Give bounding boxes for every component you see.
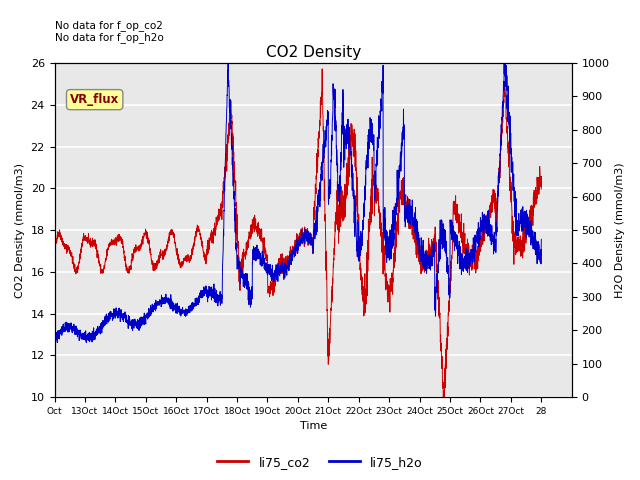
li75_h2o bbox=[135, 320, 143, 325]
li75_co2 bbox=[318, 66, 326, 72]
Title: CO2 Density: CO2 Density bbox=[266, 46, 361, 60]
li75_h2o bbox=[538, 237, 545, 242]
li75_h2o bbox=[224, 60, 232, 66]
li75_co2 bbox=[476, 237, 483, 243]
li75_h2o bbox=[237, 264, 245, 270]
li75_co2 bbox=[51, 247, 58, 253]
li75_co2 bbox=[528, 204, 536, 209]
li75_co2 bbox=[135, 248, 143, 254]
li75_h2o bbox=[259, 263, 266, 269]
Legend: li75_co2, li75_h2o: li75_co2, li75_h2o bbox=[212, 451, 428, 474]
li75_co2 bbox=[538, 186, 545, 192]
li75_h2o bbox=[528, 228, 536, 233]
li75_co2 bbox=[440, 394, 447, 400]
Text: No data for f_op_co2
No data for f_op_h2o: No data for f_op_co2 No data for f_op_h2… bbox=[54, 20, 163, 43]
li75_h2o bbox=[106, 316, 114, 322]
li75_co2 bbox=[106, 240, 114, 245]
Y-axis label: H2O Density (mmol/m3): H2O Density (mmol/m3) bbox=[615, 162, 625, 298]
li75_co2 bbox=[237, 269, 245, 275]
Y-axis label: CO2 Density (mmol/m3): CO2 Density (mmol/m3) bbox=[15, 163, 25, 298]
Line: li75_co2: li75_co2 bbox=[54, 69, 541, 397]
li75_h2o bbox=[51, 341, 58, 347]
li75_h2o bbox=[476, 225, 483, 231]
li75_co2 bbox=[259, 238, 266, 243]
X-axis label: Time: Time bbox=[300, 421, 327, 432]
Line: li75_h2o: li75_h2o bbox=[54, 63, 541, 344]
Text: VR_flux: VR_flux bbox=[70, 93, 119, 106]
